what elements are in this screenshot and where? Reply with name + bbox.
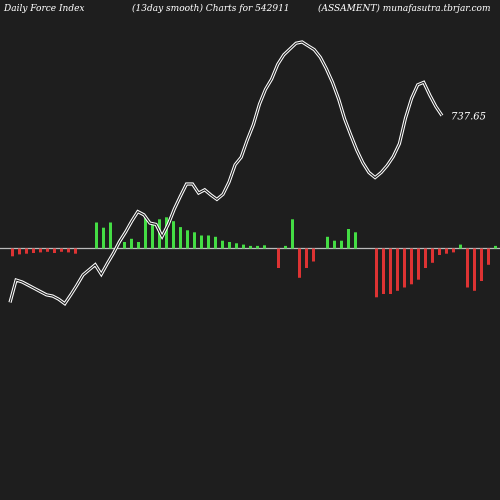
force-bar <box>60 248 63 252</box>
force-bar <box>291 219 294 249</box>
force-bar <box>102 227 105 249</box>
force-bar <box>431 248 434 263</box>
force-bar <box>298 248 301 278</box>
force-bar <box>424 248 427 268</box>
force-bar <box>403 248 406 288</box>
force-bar <box>95 222 98 249</box>
force-bar <box>74 248 77 254</box>
force-bar <box>207 235 210 249</box>
force-bar <box>494 245 497 249</box>
force-bar <box>459 244 462 249</box>
force-bar <box>228 242 231 249</box>
force-bar <box>235 243 238 249</box>
force-bar <box>109 222 112 249</box>
header-left-label: Daily Force Index <box>3 4 85 14</box>
price-line <box>9 41 443 305</box>
force-bar <box>333 240 336 249</box>
force-bar <box>487 248 490 265</box>
force-bar <box>466 248 469 288</box>
force-bar <box>326 236 329 249</box>
force-bar <box>375 248 378 298</box>
force-bar <box>200 235 203 249</box>
force-bar <box>53 248 56 253</box>
force-bar <box>396 248 399 291</box>
force-bar <box>249 245 252 249</box>
force-bar <box>312 248 315 262</box>
header-center-label: (13day smooth) Charts for 542911 <box>132 3 290 14</box>
force-bar <box>347 229 350 249</box>
force-bar <box>144 217 147 249</box>
force-bar <box>410 248 413 285</box>
force-bar <box>11 248 14 257</box>
force-bar <box>473 248 476 291</box>
force-bar <box>242 244 245 249</box>
force-bar <box>18 248 21 255</box>
force-bar <box>172 221 175 249</box>
force-bar <box>452 248 455 253</box>
price-line-group <box>8 40 444 306</box>
force-bars-group <box>11 217 497 298</box>
force-bar <box>263 245 266 249</box>
force-bar <box>284 245 287 249</box>
force-bar <box>130 238 133 249</box>
force-bar <box>438 248 441 255</box>
header-right-label: (ASSAMENT) munafasutra.tbrjar.com <box>318 3 490 14</box>
force-bar <box>179 227 182 249</box>
force-bar <box>389 248 392 294</box>
force-bar <box>165 217 168 249</box>
last-value-label: 737.65 <box>451 112 486 123</box>
force-bar <box>39 248 42 253</box>
force-bar <box>221 240 224 249</box>
force-bar <box>382 248 385 294</box>
force-bar <box>340 240 343 249</box>
force-bar <box>67 248 70 253</box>
force-bar <box>46 248 49 252</box>
force-bar <box>277 248 280 268</box>
force-bar <box>123 242 126 249</box>
force-bar <box>137 242 140 249</box>
force-bar <box>186 230 189 249</box>
force-bar <box>214 236 217 249</box>
force-bar <box>445 248 448 254</box>
force-bar <box>151 223 154 249</box>
force-bar <box>354 232 357 249</box>
force-bar <box>32 248 35 253</box>
force-bar <box>480 248 483 281</box>
force-bar <box>305 248 308 268</box>
force-bar <box>256 245 259 249</box>
force-bar <box>193 232 196 249</box>
force-bar <box>417 248 420 280</box>
force-bar <box>25 248 28 254</box>
